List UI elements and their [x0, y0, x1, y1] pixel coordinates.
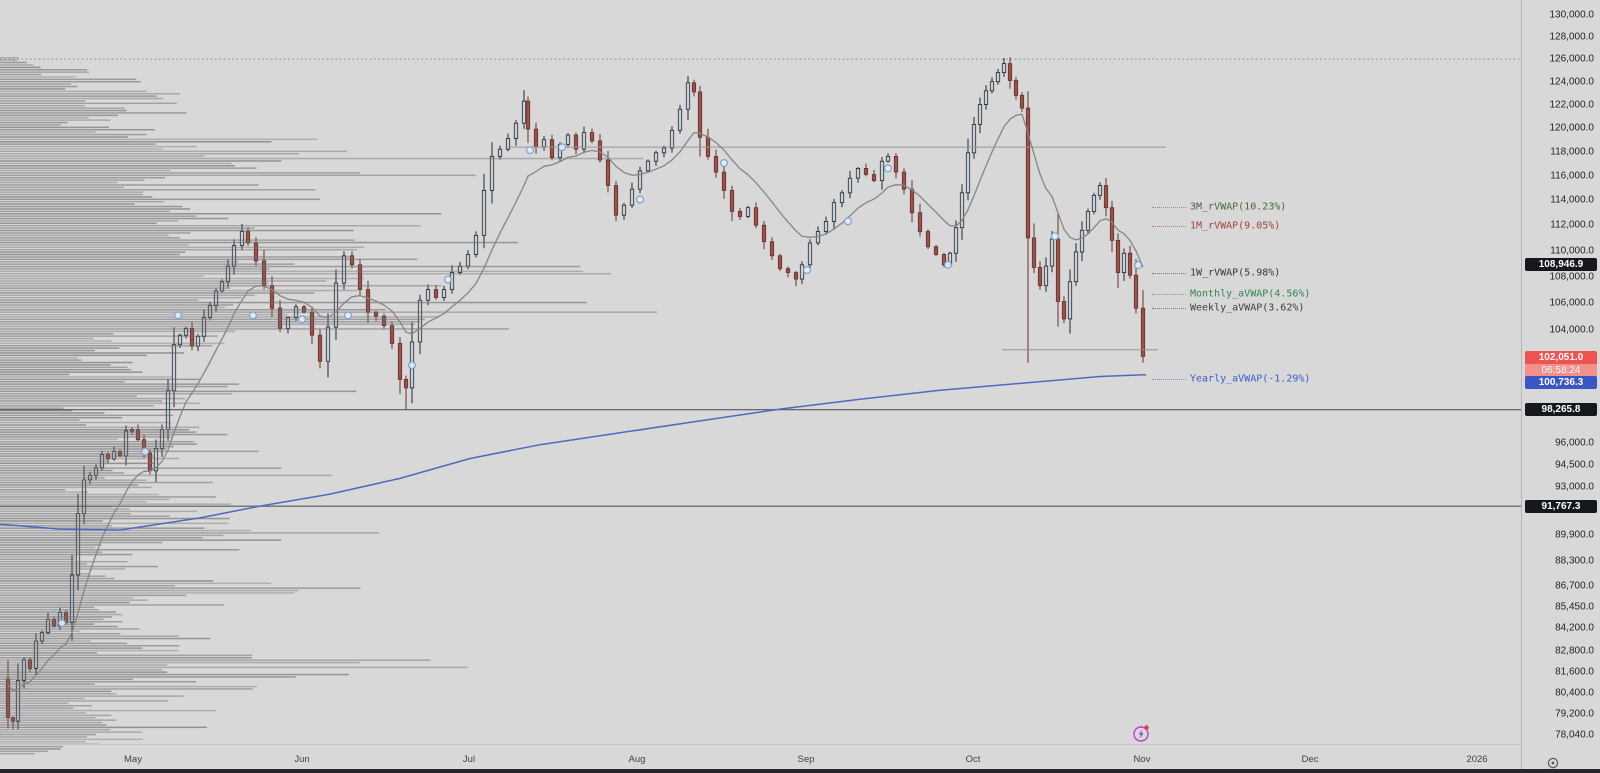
time-label-dec: Dec	[1301, 754, 1319, 765]
price-badge-yearly-vwap-value: 100,736.3	[1525, 376, 1597, 389]
vwap-leader-dots	[1152, 226, 1186, 227]
vwap-leader-dots	[1152, 294, 1186, 295]
time-label-2026: 2026	[1466, 754, 1488, 765]
price-scale-settings-icon[interactable]	[1546, 756, 1560, 770]
price-badge-vwap-1w-value: 108,946.9	[1525, 257, 1597, 271]
price-tick-130000: 130,000.0	[1549, 9, 1595, 21]
drawing-lines[interactable]	[0, 58, 1521, 507]
price-tick-104000: 104,000.0	[1549, 324, 1595, 336]
price-tick-79200: 79,200.0	[1555, 708, 1594, 720]
vwap-label-yearly-avwap: Yearly_aVWAP(-1.29%)	[1190, 373, 1311, 385]
lightning-stream-icon[interactable]	[1131, 723, 1151, 743]
time-label-jun: Jun	[294, 754, 310, 765]
signal-marker-icon	[344, 311, 353, 320]
signal-marker-icon	[444, 275, 453, 284]
price-tick-82800: 82,800.0	[1555, 645, 1594, 657]
price-tick-116000: 116,000.0	[1550, 170, 1594, 182]
price-tick-86700: 86,700.0	[1555, 580, 1594, 592]
signal-marker-icon	[174, 311, 183, 320]
price-tick-126000: 126,000.0	[1549, 53, 1595, 65]
vwap-leader-dots	[1152, 308, 1186, 309]
vwap-leader-dots	[1152, 207, 1186, 208]
vwap-leader-dots	[1152, 379, 1186, 380]
time-axis[interactable]: May Jun Jul Aug Sep Oct Nov Dec 2026	[0, 745, 1600, 769]
price-tick-85450: 85,450.0	[1555, 601, 1594, 613]
vwap-label-1w-rvwap: 1W_rVWAP(5.98%)	[1190, 267, 1281, 279]
candlestick-series	[5, 57, 1146, 730]
signal-marker-icon	[298, 315, 307, 324]
price-tick-128000: 128,000.0	[1549, 31, 1595, 43]
signal-marker-icon	[141, 447, 150, 456]
price-tick-88300: 88,300.0	[1555, 555, 1594, 567]
signal-marker-icon	[1050, 232, 1059, 241]
time-label-oct: Oct	[965, 754, 981, 765]
signal-marker-icon	[635, 195, 644, 204]
price-tick-84200: 84,200.0	[1555, 622, 1594, 634]
price-tick-122000: 122,000.0	[1549, 99, 1595, 111]
price-tick-112000: 112,000.0	[1550, 219, 1594, 231]
price-tick-108000: 108,000.0	[1549, 271, 1595, 282]
price-tick-93000: 93,000.0	[1555, 481, 1594, 493]
price-tick-89900: 89,900.0	[1555, 529, 1594, 541]
price-badge-level-91767: 91,767.3	[1525, 499, 1597, 513]
signal-marker-icon	[883, 164, 892, 173]
price-badge-last-price: 102,051.0 06:58:24	[1525, 351, 1597, 377]
price-tick-114000: 114,000.0	[1550, 194, 1594, 206]
signal-marker-icon	[57, 619, 66, 628]
signal-marker-icon	[408, 361, 417, 370]
vwap-leader-dots	[1152, 273, 1186, 274]
signal-marker-icon	[943, 260, 952, 269]
price-tick-110000: 110,000.0	[1550, 245, 1594, 257]
signal-marker-icon	[557, 143, 566, 152]
signal-marker-icon	[719, 159, 728, 168]
time-label-jul: Jul	[462, 754, 476, 765]
signal-marker-icon	[843, 217, 852, 226]
signal-marker-icon	[249, 311, 258, 320]
chart-canvas[interactable]	[0, 0, 1521, 769]
vwap-label-1m-rvwap: 1M_rVWAP(9.05%)	[1190, 220, 1281, 232]
signal-marker-icon	[1133, 261, 1142, 270]
price-tick-118000: 118,000.0	[1550, 146, 1594, 158]
time-axis-separator	[0, 744, 1600, 745]
time-label-nov: Nov	[1133, 754, 1151, 765]
price-tick-106000: 106,000.0	[1549, 297, 1595, 309]
signal-markers	[57, 143, 1142, 628]
signal-marker-icon	[802, 266, 811, 275]
price-tick-124000: 124,000.0	[1549, 76, 1595, 88]
price-tick-96000: 96,000.0	[1555, 437, 1594, 449]
price-tick-81600: 81,600.0	[1555, 666, 1594, 678]
time-label-may: May	[124, 754, 142, 765]
signal-marker-icon	[525, 146, 534, 155]
vwap-label-3m-rvwap: 3M_rVWAP(10.23%)	[1190, 201, 1287, 213]
bar-countdown: 06:58:24	[1525, 364, 1597, 377]
price-axis[interactable]: 130,000.0 128,000.0 126,000.0 124,000.0 122,…	[1521, 0, 1600, 769]
vwap-label-weekly-avwap: Weekly_aVWAP(3.62%)	[1190, 302, 1305, 314]
price-tick-94500: 94,500.0	[1555, 459, 1594, 471]
price-tick-78040: 78,040.0	[1555, 729, 1594, 741]
price-tick-120000: 120,000.0	[1549, 122, 1595, 134]
vwap-label-monthly-avwap: Monthly_aVWAP(4.56%)	[1190, 288, 1311, 300]
price-badge-level-98265: 98,265.8	[1525, 403, 1597, 417]
time-label-sep: Sep	[797, 754, 815, 765]
volume-profile	[0, 57, 658, 755]
time-label-aug: Aug	[628, 754, 646, 765]
price-tick-80400: 80,400.0	[1555, 687, 1594, 699]
yearly-avwap-line	[0, 373, 1147, 531]
window-bottom-edge	[0, 769, 1600, 773]
ma-line	[7, 113, 1144, 692]
